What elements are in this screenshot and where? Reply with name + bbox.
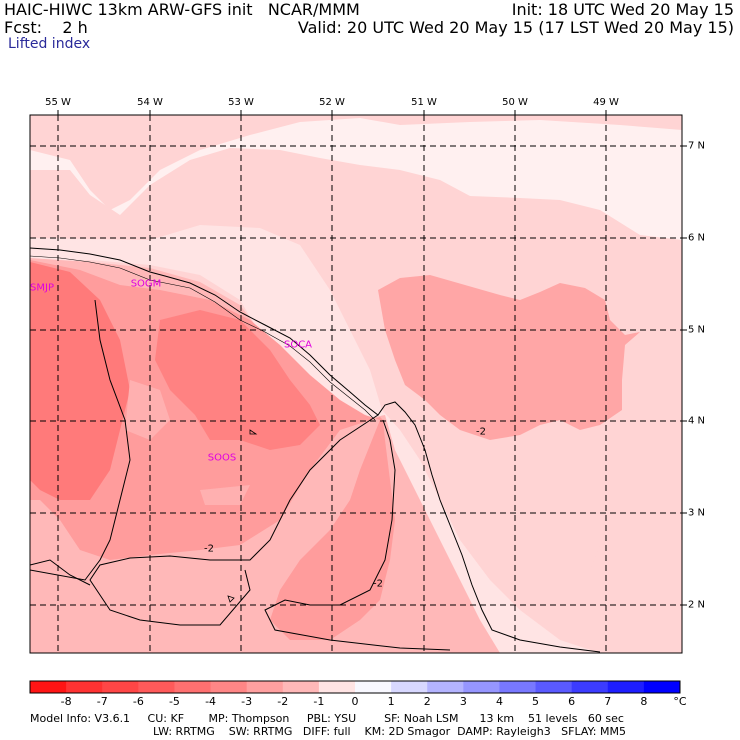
coastline-inner bbox=[30, 255, 376, 421]
lon-label-49w: 49 W bbox=[593, 97, 619, 108]
model-info-line1: Model Info: V3.6.1 CU: KF MP: Thompson P… bbox=[30, 712, 624, 725]
forecast-hour: Fcst: 2 h bbox=[4, 18, 88, 37]
colorbar-swatch bbox=[391, 681, 428, 693]
model-info-line2: LW: RRTMG SW: RRTMG DIFF: full KM: 2D Sm… bbox=[153, 725, 626, 738]
init-time: Init: 18 UTC Wed 20 May 15 bbox=[511, 0, 734, 19]
colorbar-swatch bbox=[174, 681, 212, 693]
border-suriname-guyane bbox=[30, 299, 131, 581]
colorbar-tick-label: -2 bbox=[277, 695, 289, 708]
colorbar-tick-label: 7 bbox=[604, 695, 612, 708]
border-guyane-brazil bbox=[89, 414, 379, 626]
colorbar-swatch bbox=[643, 681, 681, 693]
colorbar-swatch bbox=[282, 681, 320, 693]
colorbar-swatch bbox=[571, 681, 609, 693]
colorbar-tick-label: 5 bbox=[532, 695, 540, 708]
colorbar-swatch bbox=[246, 681, 284, 693]
colorbar-unit: °C bbox=[673, 695, 687, 708]
colorbar-tick-label: 2 bbox=[423, 695, 431, 708]
colorbar-tick-label: 3 bbox=[459, 695, 467, 708]
header-title: HAIC-HIWC 13km ARW-GFS init NCAR/MMM bbox=[4, 0, 360, 19]
inland-core-central bbox=[155, 310, 320, 450]
lon-label-52w: 52 W bbox=[319, 97, 345, 108]
lon-label-55w: 55 W bbox=[45, 97, 71, 108]
lat-label-7n: 7 N bbox=[688, 140, 706, 152]
pink-strip-north bbox=[30, 115, 682, 210]
colorbar bbox=[29, 680, 681, 694]
lat-label-3n: 3 N bbox=[688, 507, 706, 519]
colorbar-swatch bbox=[535, 681, 573, 693]
lat-label-4n: 4 N bbox=[688, 415, 706, 427]
colorbar-swatch bbox=[66, 681, 103, 693]
station-label-soos: SOOS bbox=[207, 452, 237, 464]
inland-patch-2 bbox=[200, 485, 250, 505]
inland-core-west bbox=[30, 262, 130, 500]
colorbar-swatch bbox=[30, 681, 67, 693]
inland-patch-1 bbox=[125, 380, 170, 440]
colorbar-tick-label: 6 bbox=[568, 695, 576, 708]
colorbar-tick-label: 8 bbox=[640, 695, 648, 708]
lat-label-6n: 6 N bbox=[688, 232, 706, 244]
colorbar-tick-label: 4 bbox=[495, 695, 503, 708]
colorbar-tick-label: -1 bbox=[313, 695, 325, 708]
lon-label-54w: 54 W bbox=[137, 97, 163, 108]
offshore-blob-east bbox=[378, 275, 640, 440]
graticule bbox=[30, 115, 682, 653]
lon-label-51w: 51 W bbox=[411, 97, 437, 108]
border-west bbox=[30, 559, 91, 586]
colorbar-tick-label: -3 bbox=[241, 695, 253, 708]
colorbar-swatch bbox=[318, 681, 356, 693]
dark-spot bbox=[249, 429, 258, 435]
colorbar-tick-label: -7 bbox=[96, 695, 108, 708]
colorbar-swatch bbox=[499, 681, 537, 693]
contour-label: -2 bbox=[204, 543, 214, 555]
lat-label-5n: 5 N bbox=[688, 324, 706, 336]
contour-label: -2 bbox=[373, 578, 383, 590]
colorbar-tick-label: -6 bbox=[132, 695, 144, 708]
colorbar-frame bbox=[29, 680, 681, 694]
light-zone-coast bbox=[30, 225, 600, 653]
field-name: Lifted index bbox=[8, 36, 91, 52]
station-label-sogm: SOGM bbox=[130, 278, 162, 290]
contour-small bbox=[227, 595, 235, 603]
colorbar-tick-label: 1 bbox=[387, 695, 395, 708]
colorbar-swatch bbox=[463, 681, 500, 693]
colorbar-tick-label: -4 bbox=[205, 695, 217, 708]
colorbar-swatch bbox=[210, 681, 248, 693]
colorbar-swatch bbox=[427, 681, 464, 693]
contour-label: -2 bbox=[476, 426, 486, 438]
colorbar-tick-label: 0 bbox=[351, 695, 359, 708]
colorbar-swatch bbox=[355, 681, 392, 693]
lon-label-53w: 53 W bbox=[228, 97, 254, 108]
colorbar-swatch bbox=[138, 681, 175, 693]
colorbar-tick-label: -8 bbox=[60, 695, 72, 708]
station-label-soca: SOCA bbox=[283, 339, 313, 351]
lat-label-2n: 2 N bbox=[688, 599, 706, 611]
axis-ticks bbox=[57, 110, 687, 606]
lon-label-50w: 50 W bbox=[502, 97, 528, 108]
valid-time: Valid: 20 UTC Wed 20 May 15 (17 LST Wed … bbox=[297, 18, 734, 37]
station-label-smjp: SMJP bbox=[30, 282, 54, 294]
map-frame bbox=[29, 114, 683, 654]
colorbar-swatch bbox=[607, 681, 645, 693]
colorbar-swatch bbox=[102, 681, 139, 693]
colorbar-tick-label: -5 bbox=[168, 695, 180, 708]
